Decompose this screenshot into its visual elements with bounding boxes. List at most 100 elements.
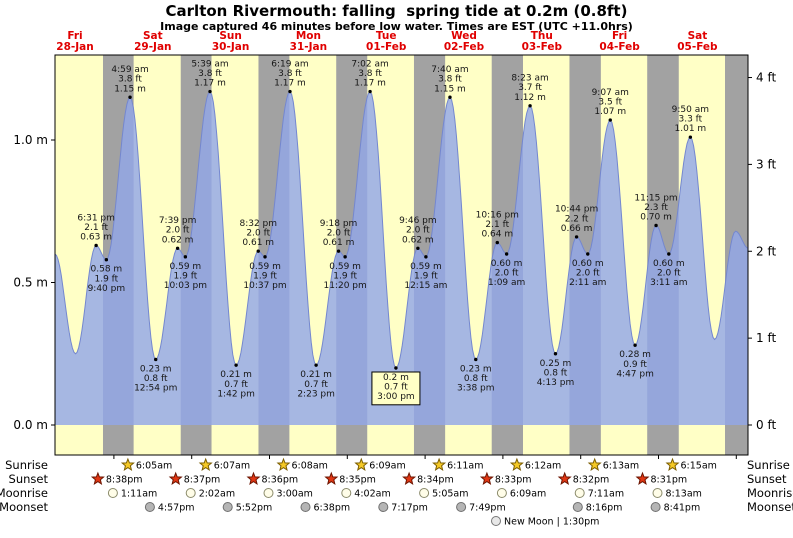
sunset-time: 8:33pm <box>495 475 532 486</box>
day-label-dow: Sat <box>143 30 163 42</box>
moonrise-icon <box>263 488 274 498</box>
y-axis-right-label: 1 ft <box>756 331 776 345</box>
astro-row-label-left: Moonset <box>0 500 48 514</box>
tide-annotation-line: 1.9 ft <box>414 271 438 281</box>
tide-annotation-line: 10:03 pm <box>164 281 207 291</box>
tide-annotation-line: 1.15 m <box>434 84 466 94</box>
new-moon-icon <box>491 516 501 526</box>
sunrise-time: 6:15am <box>681 461 717 472</box>
tide-annotation-line: 3.8 ft <box>118 75 142 85</box>
tide-annotation-line: 6:31 pm <box>77 213 115 223</box>
tide-annotation-line: 0.23 m <box>140 364 172 374</box>
tide-annotation-line: 9:18 pm <box>320 219 358 229</box>
moonset-time: 8:16pm <box>586 503 623 514</box>
tide-annotation-line: 7:39 pm <box>159 216 197 226</box>
moonrise-time: 5:05am <box>432 489 468 500</box>
high-tide-annotation: 7:40 am3.8 ft1.15 m <box>431 65 469 99</box>
tide-annotation-line: 0.59 m <box>329 262 361 272</box>
low-tide-annotation: 0.60 m2.0 ft1:09 am <box>488 252 525 288</box>
high-tide-annotation: 7:02 am3.8 ft1.17 m <box>351 59 389 94</box>
high-tide-annotation: 9:50 am3.3 ft1.01 m <box>672 105 709 139</box>
moonset-icon <box>222 502 233 512</box>
tide-annotation-line: 0.59 m <box>170 262 202 272</box>
tide-annotation-line: 0.21 m <box>300 370 332 380</box>
moonrise-time: 3:00am <box>277 489 313 500</box>
y-axis-left-label: 0.5 m <box>13 276 48 290</box>
sunset-time: 8:36pm <box>262 475 299 486</box>
astro-row-label-left: Moonrise <box>0 486 48 500</box>
day-label-date: 01-Feb <box>366 41 407 53</box>
sunset-time: 8:35pm <box>339 475 376 486</box>
moonset-icon <box>300 502 311 512</box>
tide-extreme-dot <box>368 89 372 94</box>
sunrise-icon <box>120 457 135 472</box>
tide-extreme-dot <box>314 363 318 367</box>
moonrise-time: 8:13am <box>666 489 702 500</box>
tide-annotation-line: 1:42 pm <box>217 389 255 399</box>
low-tide-annotation: 0.25 m0.8 ft4:13 pm <box>537 352 574 388</box>
sunrise-time: 6:07am <box>214 461 250 472</box>
day-label-dow: Sat <box>688 30 708 42</box>
high-tide-annotation: 9:07 am3.5 ft1.07 m <box>592 88 629 122</box>
tide-annotation-line: 0.63 m <box>80 232 112 242</box>
tide-annotation-line: 0.60 m <box>653 259 685 269</box>
tide-annotation-line: 1.9 ft <box>174 271 198 281</box>
new-moon-label: New Moon | 1:30pm <box>504 517 599 528</box>
moonrise-time: 1:11am <box>121 489 157 500</box>
tide-curve <box>55 90 748 369</box>
tide-annotation-line: 1.15 m <box>114 84 146 94</box>
low-tide-annotation: 0.21 m0.7 ft1:42 pm <box>217 363 255 399</box>
day-label-date: 28-Jan <box>56 41 93 53</box>
tide-annotation-line: 0.7 ft <box>384 383 408 393</box>
high-tide-annotation: 7:39 pm2.0 ft0.62 m <box>159 216 197 250</box>
day-label-dow: Wed <box>451 30 477 42</box>
moonset-time: 7:49pm <box>469 503 506 514</box>
tide-annotation-line: 1:09 am <box>488 278 525 288</box>
tide-extreme-dot <box>128 95 132 99</box>
sunrise-icon <box>665 457 680 472</box>
y-axis-left-label: 1.0 m <box>13 133 48 147</box>
tide-extreme-dot <box>495 240 499 245</box>
tide-annotation-line: 0.8 ft <box>144 374 168 384</box>
sunrise-icon <box>587 457 602 472</box>
sunset-icon <box>557 471 572 486</box>
sunrise-time: 6:13am <box>603 461 639 472</box>
tide-extreme-dot <box>94 243 98 248</box>
tide-annotation-line: 0.58 m <box>91 265 123 275</box>
tide-annotation-line: 0.7 ft <box>224 380 248 390</box>
high-tide-annotation: 8:23 am3.7 ft1.12 m <box>511 74 549 108</box>
tide-annotation-line: 1.17 m <box>274 79 306 89</box>
tide-annotation-line: 3:11 am <box>650 278 687 288</box>
sunset-icon <box>479 471 494 486</box>
tide-annotation-line: 3.7 ft <box>518 83 542 93</box>
sunset-icon <box>635 471 650 486</box>
tide-annotation-line: 3.8 ft <box>438 75 462 85</box>
tide-extreme-dot <box>208 89 212 94</box>
tide-annotation-line: 5:39 am <box>191 59 228 69</box>
day-label-dow: Mon <box>296 30 321 42</box>
tide-annotation-line: 0.70 m <box>640 213 672 223</box>
tide-annotation-line: 2.0 ft <box>406 226 430 236</box>
tide-annotation-line: 1.01 m <box>675 124 707 134</box>
tide-annotation-line: 1.07 m <box>594 107 626 117</box>
tide-extreme-dot <box>528 104 532 108</box>
sunset-time: 8:37pm <box>184 475 221 486</box>
moonset-time: 5:52pm <box>236 503 273 514</box>
tide-extreme-dot <box>608 118 612 122</box>
tide-annotation-line: 0.61 m <box>242 238 274 248</box>
day-label-date: 02-Feb <box>444 41 485 53</box>
tide-annotation-line: 3.8 ft <box>198 69 222 79</box>
low-tide-annotation: 0.60 m2.0 ft3:11 am <box>650 252 687 288</box>
tide-annotation-line: 11:20 pm <box>323 281 366 291</box>
sunrise-time: 6:08am <box>292 461 328 472</box>
tide-annotation-line: 3.3 ft <box>679 115 703 125</box>
tide-annotation-line: 2.0 ft <box>166 226 190 236</box>
high-tide-annotation: 9:18 pm2.0 ft0.61 m <box>320 219 358 253</box>
tide-annotation-line: 10:16 pm <box>476 210 519 220</box>
day-label-date: 03-Feb <box>522 41 563 53</box>
tide-annotation-line: 1.17 m <box>354 79 386 89</box>
moonset-time: 8:41pm <box>664 503 701 514</box>
